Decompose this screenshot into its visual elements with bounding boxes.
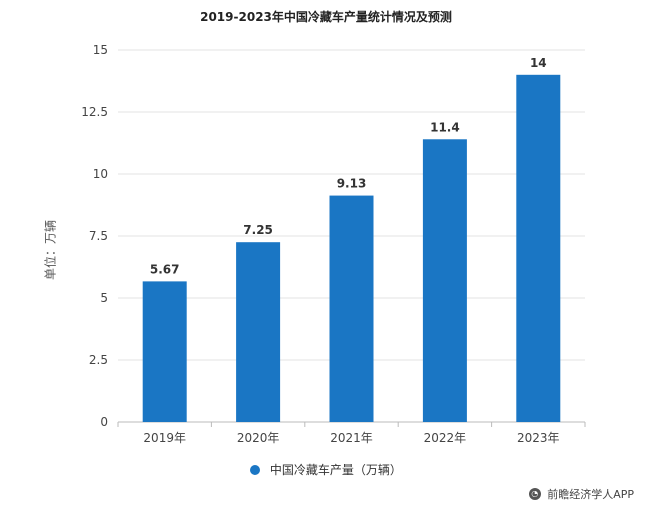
data-label: 14 (530, 56, 547, 70)
x-tick-label: 2019年 (143, 431, 186, 445)
y-tick-label: 10 (93, 167, 108, 181)
x-tick-label: 2023年 (517, 431, 560, 445)
x-tick-labels: 2019年 2020年 2021年 2022年 2023年 (117, 422, 586, 445)
x-tick-label: 2021年 (330, 431, 373, 445)
bar (236, 242, 281, 422)
bar (142, 281, 187, 422)
y-tick-label: 7.5 (89, 229, 108, 243)
chart-title: 2019-2023年中国冷藏车产量统计情况及预测 (200, 10, 452, 24)
x-tick-label: 2020年 (237, 431, 280, 445)
qianzhan-logo-icon: ◔ (528, 488, 541, 500)
y-tick-label: 15 (93, 43, 108, 57)
bar (516, 74, 561, 423)
y-tick-label: 0 (100, 415, 108, 429)
y-tick-labels: 0 2.5 5 7.5 10 12.5 15 (81, 43, 108, 429)
y-tick-label: 2.5 (89, 353, 108, 367)
data-label: 11.4 (430, 120, 460, 134)
y-tick-label: 5 (100, 291, 108, 305)
bar (329, 195, 374, 422)
x-tick-label: 2022年 (424, 431, 467, 445)
legend-label: 中国冷藏车产量（万辆） (269, 463, 402, 477)
data-label: 7.25 (243, 223, 273, 237)
data-label: 9.13 (337, 177, 367, 191)
legend-marker-icon (250, 464, 261, 475)
data-label: 5.67 (150, 262, 180, 276)
y-tick-label: 12.5 (81, 105, 108, 119)
source-credit: ◔ 前瞻经济学人APP (528, 486, 634, 502)
legend: 中国冷藏车产量（万辆） (0, 461, 652, 478)
bar (422, 139, 467, 422)
bars: 5.67 7.25 9.13 11.4 14 (142, 56, 561, 423)
source-label: 前瞻经济学人APP (547, 488, 634, 501)
